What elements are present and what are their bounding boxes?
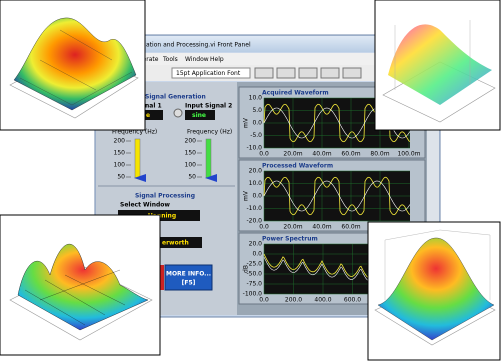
- x-tick-label: 40.0m: [312, 224, 331, 231]
- y-tick-label: 10.0: [249, 95, 263, 102]
- signal-knob[interactable]: [174, 109, 182, 117]
- slider-scale-label: 50: [188, 174, 196, 181]
- y-tick-label: -10.0: [246, 205, 262, 212]
- y-tick-label: -75.0: [246, 281, 262, 288]
- x-tick-label: 0.0: [259, 151, 269, 158]
- toolbar-buttons: [255, 68, 361, 78]
- x-tick-label: 60.0m: [341, 151, 360, 158]
- graph-title: Processed Waveform: [262, 163, 333, 170]
- x-tick-label: 100.0m: [397, 151, 420, 158]
- signal-generation-label: Signal Generation: [145, 94, 206, 101]
- more-info-shortcut: [F5]: [182, 280, 196, 287]
- menu-item[interactable]: Window: [185, 56, 209, 63]
- font-selector-text: 15pt Application Font: [176, 70, 241, 77]
- x-tick-label: 20.0m: [283, 224, 302, 231]
- more-info-text: MORE INFO...: [166, 271, 211, 278]
- reorder-button[interactable]: [321, 68, 339, 78]
- frequency-slider-1[interactable]: [135, 139, 140, 178]
- resize-button[interactable]: [299, 68, 317, 78]
- y-tick-label: 0.0: [252, 193, 262, 200]
- signal-processing-label: Signal Processing: [135, 193, 195, 200]
- frequency-slider-2[interactable]: [206, 139, 211, 178]
- graph-title: Acquired Waveform: [262, 90, 329, 97]
- input-signal-1-value: e: [146, 112, 150, 119]
- x-tick-label: 600.0: [344, 297, 361, 304]
- x-tick-label: 200.0: [285, 297, 302, 304]
- slider-scale-label: 50: [117, 174, 125, 181]
- filter-selector-value: erworth: [162, 240, 189, 247]
- window-title: ation and Processing.vi Front Panel: [146, 42, 251, 49]
- y-tick-label: 10.0: [249, 180, 263, 187]
- input-signal-2-value: sine: [192, 112, 206, 119]
- x-tick-label: 0.0: [259, 297, 269, 304]
- x-tick-label: 20.0m: [283, 151, 302, 158]
- menu-item[interactable]: Help: [210, 56, 224, 63]
- surface-plot-top-right: [375, 0, 500, 130]
- y-tick-label: 20.0: [249, 241, 263, 248]
- menu-item[interactable]: Tools: [162, 56, 178, 63]
- search-button[interactable]: [343, 68, 361, 78]
- input-signal-1-label: nal 1: [145, 103, 162, 110]
- y-tick-label: 20.0: [249, 168, 263, 175]
- surface-plot-bottom-right: [368, 222, 500, 360]
- align-button[interactable]: [255, 68, 273, 78]
- slider-scale-label: 150: [185, 150, 197, 157]
- frequency-label-2: Frequency (Hz): [187, 129, 232, 136]
- x-tick-label: 60.0m: [341, 224, 360, 231]
- y-axis-unit: mV: [243, 117, 250, 128]
- surface-plot-bottom-left: [0, 215, 160, 355]
- surface-plot-top-left: [0, 0, 145, 130]
- slider-scale-label: 150: [114, 150, 126, 157]
- slider-scale-label: 200: [114, 138, 126, 145]
- y-axis-unit: dB: [243, 265, 250, 273]
- x-tick-label: 80.0m: [370, 151, 389, 158]
- y-tick-label: 5.0: [252, 107, 262, 114]
- graph-title: Power Spectrum: [262, 236, 318, 243]
- y-tick-label: 0.0: [252, 120, 262, 127]
- x-tick-label: 0.0: [259, 224, 269, 231]
- x-tick-label: 400.0: [314, 297, 331, 304]
- distribute-button[interactable]: [277, 68, 295, 78]
- select-window-label: Select Window: [120, 202, 170, 209]
- input-signal-2-label: Input Signal 2: [185, 103, 232, 110]
- slider-scale-label: 100: [114, 162, 126, 169]
- slider-scale-label: 200: [185, 138, 197, 145]
- screenshot: ation and Processing.vi Front Panel wPro…: [0, 0, 501, 363]
- y-tick-label: -5.0: [250, 132, 262, 139]
- slider-scale-label: 100: [185, 162, 197, 169]
- x-tick-label: 40.0m: [312, 151, 331, 158]
- y-axis-unit: mV: [243, 190, 250, 201]
- y-tick-label: 0.0: [252, 251, 262, 258]
